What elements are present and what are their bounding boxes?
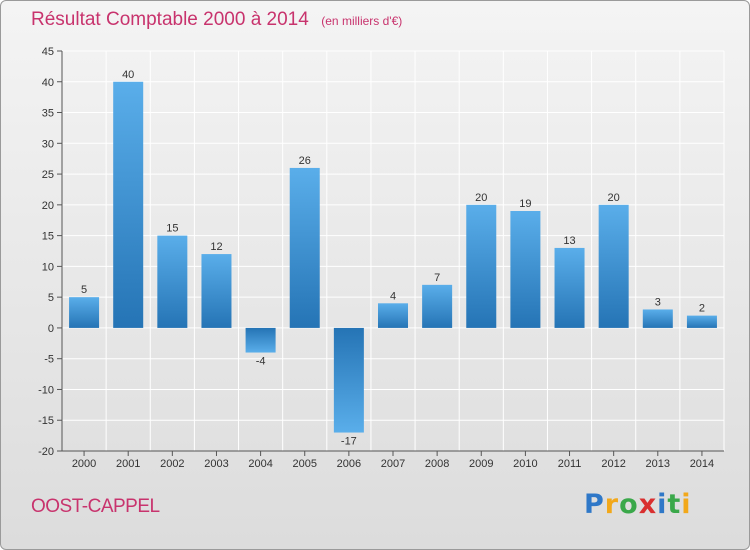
y-tick-label: 40: [42, 77, 54, 89]
x-tick-label: 2012: [601, 458, 625, 470]
data-label: -17: [341, 436, 357, 448]
y-tick-label: 30: [42, 138, 54, 150]
x-tick-label: 2008: [425, 458, 449, 470]
brand-logo[interactable]: Proxiti: [584, 489, 692, 520]
data-label: 5: [81, 284, 87, 296]
y-tick-label: -15: [38, 415, 54, 427]
bar: [333, 327, 364, 433]
bar: [201, 254, 232, 328]
y-tick-label: 45: [42, 46, 54, 58]
bar: [422, 284, 453, 328]
brand-letter: i: [657, 489, 668, 520]
x-tick-label: 2011: [558, 458, 582, 470]
x-tick-label: 2000: [72, 458, 96, 470]
y-tick-label: 20: [42, 200, 54, 212]
x-tick-label: 2003: [204, 458, 228, 470]
bar: [69, 297, 100, 328]
bar: [554, 247, 585, 328]
x-tick-label: 2005: [292, 458, 316, 470]
y-tick-label: 15: [42, 231, 54, 243]
y-tick-label: 35: [42, 108, 54, 120]
bar: [642, 309, 673, 328]
x-tick-label: 2009: [469, 458, 493, 470]
x-tick-label: 2014: [690, 458, 714, 470]
brand-letter: i: [681, 489, 692, 520]
data-label: 3: [655, 296, 661, 308]
x-tick-label: 2001: [116, 458, 140, 470]
x-tick-label: 2004: [248, 458, 272, 470]
bar: [113, 81, 144, 328]
data-label: 40: [122, 69, 134, 81]
bar: [686, 315, 717, 328]
y-tick-label: -20: [38, 446, 54, 458]
y-tick-label: 10: [42, 261, 54, 273]
y-tick-label: 0: [48, 323, 54, 335]
brand-letter: t: [667, 489, 682, 520]
y-tick-label: 25: [42, 169, 54, 181]
data-label: 4: [390, 290, 396, 302]
brand-letter: x: [638, 489, 658, 520]
data-label: 15: [166, 223, 178, 235]
data-label: 12: [210, 241, 222, 253]
x-tick-label: 2006: [337, 458, 361, 470]
y-tick-label: -10: [38, 384, 54, 396]
x-tick-label: 2013: [646, 458, 670, 470]
chart-subtitle: (en milliers d'€): [321, 14, 403, 28]
commune-name: OOST-CAPPEL: [31, 496, 160, 517]
brand-letter: o: [619, 489, 639, 520]
y-tick-label: 5: [48, 292, 54, 304]
data-label: 19: [519, 198, 531, 210]
bar: [466, 204, 497, 328]
bars: 5 40 15 12 -4 26 -17 4 7 20 19 13 20 3 2: [69, 69, 717, 448]
chart-title: Résultat Comptable 2000 à 2014: [31, 9, 309, 30]
title-row: Résultat Comptable 2000 à 2014 (en milli…: [31, 9, 402, 31]
x-tick-label: 2007: [381, 458, 405, 470]
data-label: 20: [475, 192, 487, 204]
data-label: 2: [699, 303, 705, 315]
bar: [157, 235, 188, 328]
bar: [598, 204, 629, 328]
data-label: -4: [256, 356, 266, 368]
data-label: 13: [563, 235, 575, 247]
data-label: 7: [434, 272, 440, 284]
data-label: 20: [608, 192, 620, 204]
data-label: 26: [299, 155, 311, 167]
brand-letter: r: [604, 489, 620, 520]
bar: [245, 327, 276, 353]
bar: [510, 211, 541, 328]
x-tick-label: 2002: [160, 458, 184, 470]
brand-letter: P: [584, 489, 605, 520]
y-tick-label: -5: [44, 354, 54, 366]
bar: [377, 303, 409, 328]
x-tick-label: 2010: [513, 458, 537, 470]
bar: [289, 167, 320, 328]
